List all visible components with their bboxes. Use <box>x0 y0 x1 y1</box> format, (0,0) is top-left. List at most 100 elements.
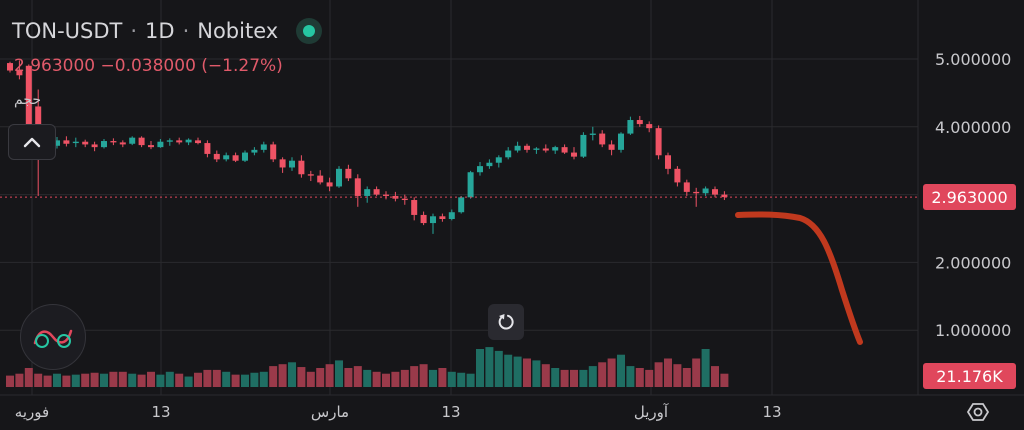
volume-bar <box>382 373 390 387</box>
candle <box>373 186 380 196</box>
volume-bar <box>513 356 522 387</box>
symbol-label[interactable]: TON-USDT <box>12 19 123 43</box>
candle <box>599 130 606 148</box>
volume-bar <box>62 375 71 387</box>
x-tick-label: 13 <box>151 403 170 421</box>
reset-chart-button[interactable] <box>488 304 524 340</box>
candle <box>289 157 295 171</box>
candle <box>561 144 568 154</box>
volume-bar <box>156 374 165 387</box>
candle <box>383 191 389 200</box>
volume-bar <box>118 371 127 387</box>
candle <box>646 121 653 133</box>
volume-bar <box>344 368 353 387</box>
volume-bar <box>43 375 52 387</box>
volume-bar <box>711 366 719 387</box>
y-tick-label: 2.000000 <box>935 253 1011 272</box>
candle <box>298 155 305 178</box>
volume-bar <box>438 368 447 387</box>
volume-bar <box>90 372 99 387</box>
candle <box>439 213 446 222</box>
tradingview-logo[interactable] <box>20 304 86 370</box>
volume-bar <box>53 373 61 387</box>
candlesticks <box>7 60 728 234</box>
candle <box>242 150 248 163</box>
volume-bar <box>147 371 155 387</box>
volume-bar <box>635 368 644 387</box>
separator: · <box>130 19 138 43</box>
candle <box>260 141 267 153</box>
collapse-legend-button[interactable] <box>8 124 56 160</box>
candle <box>571 147 577 160</box>
candle <box>72 137 79 148</box>
candle <box>326 177 333 192</box>
candle <box>542 144 549 153</box>
candle <box>533 147 540 154</box>
volume-bar <box>335 360 343 387</box>
candle <box>63 136 70 147</box>
candle <box>101 139 107 149</box>
volume-bar <box>532 360 541 387</box>
volume-bar <box>288 362 296 387</box>
volume-bar <box>588 366 597 387</box>
candle <box>477 162 483 176</box>
logo-icon <box>33 329 73 348</box>
volume-bar <box>297 367 306 387</box>
volume-bar <box>645 369 654 387</box>
volume-bar <box>654 362 663 387</box>
volume-bar <box>100 373 108 387</box>
x-tick-label: 13 <box>762 403 781 421</box>
volume-bar <box>194 372 202 387</box>
volume-bar <box>391 371 400 387</box>
candle <box>712 186 718 198</box>
candle <box>514 141 521 153</box>
volume-bar <box>231 374 240 387</box>
x-tick-label: آوریل <box>634 403 669 421</box>
volume-bar <box>551 368 560 387</box>
volume-bar <box>372 371 381 387</box>
volume-bar <box>720 373 729 387</box>
volume-bar <box>579 369 588 387</box>
volume-bar <box>212 369 221 387</box>
candle <box>157 139 164 148</box>
candle <box>580 132 587 158</box>
candle <box>213 150 220 163</box>
volume-bar <box>673 364 682 387</box>
volume-bar <box>184 376 193 387</box>
candle <box>364 186 371 203</box>
candle <box>430 213 436 234</box>
interval-label[interactable]: 1D <box>145 19 175 43</box>
volume-bar <box>250 372 259 387</box>
volume-bar <box>410 366 419 387</box>
volume-bar <box>541 364 550 387</box>
candle <box>223 152 230 162</box>
candle <box>307 170 314 182</box>
candle <box>148 141 154 150</box>
candle <box>448 209 455 221</box>
volume-label: حجم <box>14 92 42 108</box>
candle <box>665 152 671 175</box>
y-tick-label: 4.000000 <box>935 118 1011 137</box>
volume-bar <box>701 349 710 387</box>
x-tick-label: 13 <box>441 403 460 421</box>
candle <box>54 136 60 149</box>
candle <box>505 147 512 160</box>
candle <box>270 141 277 163</box>
volume-bar <box>175 373 184 387</box>
time-axis: فوریه 13 مارس 13 آوریل 13 <box>15 403 782 421</box>
volume-bar <box>626 366 635 387</box>
x-tick-label: مارس <box>311 403 349 421</box>
candle <box>82 139 89 148</box>
volume-bar <box>466 373 475 387</box>
volume-bar <box>81 373 90 387</box>
candle <box>420 211 427 226</box>
exchange-label: Nobitex <box>197 19 279 43</box>
settings-button[interactable] <box>964 398 992 426</box>
volume-bar <box>400 369 409 387</box>
volume-bar <box>306 371 315 387</box>
candle <box>279 157 286 173</box>
candle <box>401 194 408 205</box>
volume-bar <box>222 371 231 387</box>
volume-bar <box>664 358 672 387</box>
